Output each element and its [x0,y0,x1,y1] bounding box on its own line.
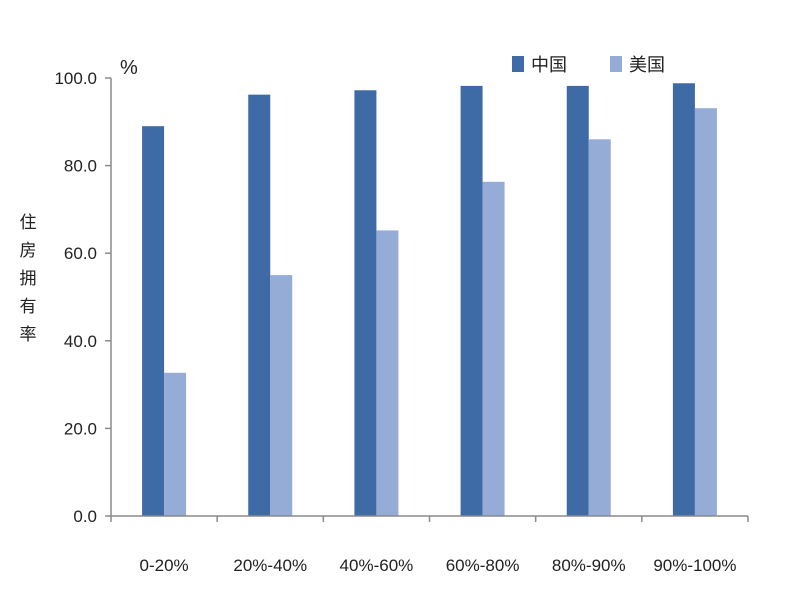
y-tick-label: 20.0 [64,419,97,438]
bar-series2-0 [164,372,187,516]
bar-series1-3 [460,85,483,516]
y-tick-label: 60.0 [64,244,97,263]
bar-series1-1 [248,94,271,517]
y-axis-label: 住房拥有率 [20,213,37,345]
bar-series2-4 [588,139,611,516]
bars-layer [142,83,717,517]
legend: 中国 美国 [512,55,665,75]
bar-series2-2 [376,230,399,516]
bar-series1-2 [354,90,377,516]
x-category-label: 90%-100% [653,556,736,575]
bar-series1-0 [142,126,165,517]
y-ticks: 0.0 20.0 40.0 60.0 80.0 100.0 [54,69,111,526]
legend-label-1: 中国 [531,55,567,75]
bar-series2-3 [482,181,505,516]
x-category-label: 80%-90% [552,556,626,575]
y-tick-label: 100.0 [54,69,97,88]
x-category-label: 40%-60% [340,556,414,575]
bar-series2-5 [694,108,717,517]
legend-label-2: 美国 [629,55,665,75]
y-unit-label: % [120,57,138,79]
y-tick-label: 40.0 [64,332,97,351]
bar-series1-4 [566,85,589,516]
x-category-label: 60%-80% [446,556,520,575]
legend-swatch-1 [512,56,524,72]
x-categories: 0-20% 20%-40% 40%-60% 60%-80% 80%-90% 90%-100… [110,516,749,575]
x-category-label: 20%-40% [233,556,307,575]
bar-series2-1 [270,275,293,516]
y-tick-label: 80.0 [64,157,97,176]
x-category-label: 0-20% [140,556,189,575]
bar-series1-5 [672,83,695,517]
legend-swatch-2 [610,56,622,72]
y-tick-label: 0.0 [73,507,97,526]
